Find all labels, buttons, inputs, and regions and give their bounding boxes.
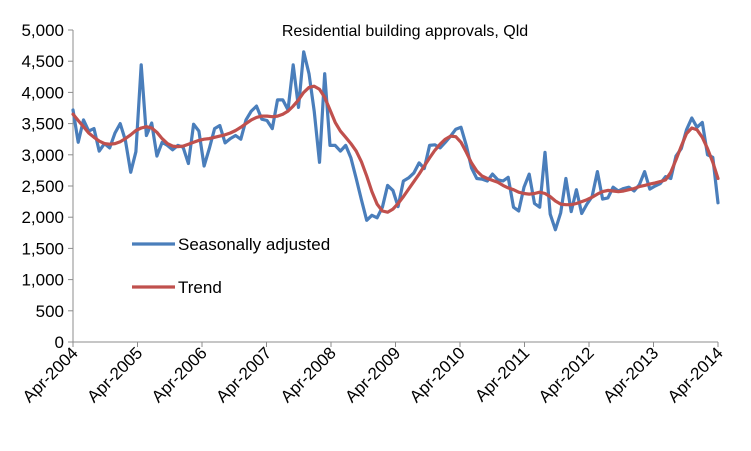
x-tick-label: Apr-2012 bbox=[535, 343, 598, 406]
x-tick-label: Apr-2008 bbox=[277, 343, 340, 406]
y-tick-label: 1,000 bbox=[21, 271, 64, 290]
y-tick-label: 3,500 bbox=[21, 115, 64, 134]
legend-label: Trend bbox=[178, 278, 222, 297]
chart-title: Residential building approvals, Qld bbox=[282, 23, 528, 40]
y-tick-label: 2,000 bbox=[21, 208, 64, 227]
axes bbox=[72, 30, 718, 343]
y-axis-ticks: 0 500 1,000 1,500 2,000 2,500 3,000 3,500 4,000 4… bbox=[21, 21, 73, 352]
series-line-trend bbox=[71, 84, 720, 214]
x-tick-label: Apr-2006 bbox=[148, 343, 211, 406]
x-tick-label: Apr-2011 bbox=[471, 343, 533, 405]
x-tick-label: Apr-2007 bbox=[212, 343, 275, 406]
y-tick-label: 2,500 bbox=[21, 177, 64, 196]
y-tick-label: 4,500 bbox=[21, 52, 64, 71]
y-tick-label: 500 bbox=[36, 302, 64, 321]
x-tick-label: Apr-2010 bbox=[406, 343, 469, 406]
x-tick-label: Apr-2013 bbox=[599, 343, 662, 406]
series-lines bbox=[71, 50, 720, 232]
x-tick-label: Apr-2005 bbox=[83, 343, 146, 406]
y-tick-label: 0 bbox=[55, 333, 64, 352]
x-tick-label: Apr-2004 bbox=[19, 343, 82, 406]
y-tick-label: 1,500 bbox=[21, 239, 64, 258]
y-tick-label: 5,000 bbox=[21, 21, 64, 40]
legend-label: Seasonally adjusted bbox=[178, 235, 330, 254]
x-tick-label: Apr-2014 bbox=[664, 343, 727, 406]
x-tick-label: Apr-2009 bbox=[341, 343, 404, 406]
x-axis-ticks: Apr-2004 Apr-2005 Apr-2006 Apr-2007 Apr-2008… bbox=[19, 342, 727, 406]
y-tick-label: 3,000 bbox=[21, 146, 64, 165]
series-line-seasonally-adjusted bbox=[71, 50, 720, 232]
y-tick-label: 4,000 bbox=[21, 83, 64, 102]
legend: Seasonally adjusted Trend bbox=[132, 235, 330, 297]
